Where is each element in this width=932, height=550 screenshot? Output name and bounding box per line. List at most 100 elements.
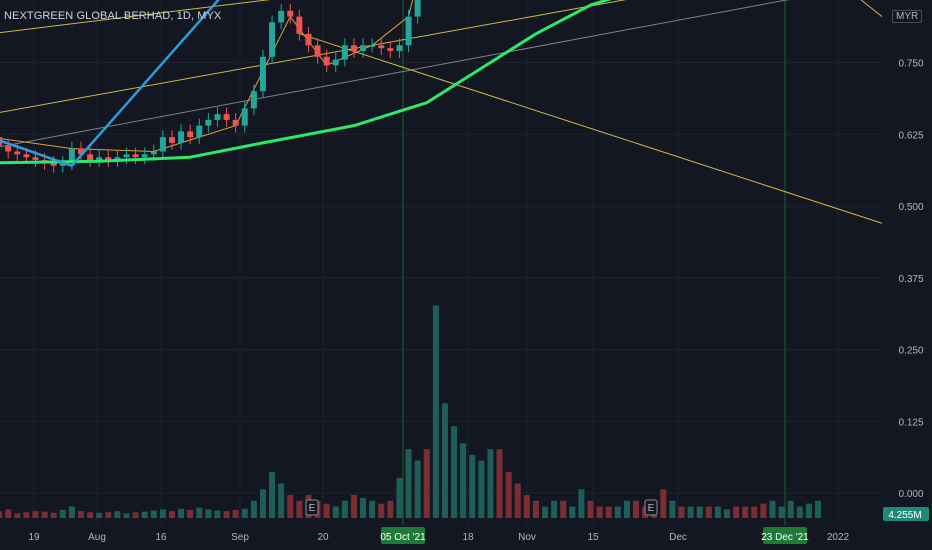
candle <box>141 147 148 165</box>
volume-bar <box>332 506 339 518</box>
highlight-date-badge <box>763 527 807 544</box>
price-axis[interactable]: 0.0000.1250.2500.3750.5000.6250.7500.875… <box>882 0 932 550</box>
volume-bar <box>460 443 467 518</box>
volume-bar <box>5 509 12 518</box>
candle <box>314 38 321 64</box>
candle <box>77 141 84 162</box>
price-tick-label: 0.625 <box>898 130 923 141</box>
candle <box>223 107 230 127</box>
time-tick-label: 2022 <box>827 532 850 543</box>
volume-bar <box>105 512 112 518</box>
time-tick-label: 23 Dec '21 <box>761 532 809 543</box>
volume-bar <box>605 506 612 518</box>
price-tick-label: 0.250 <box>898 346 923 357</box>
trend-line <box>0 0 627 113</box>
volume-bar <box>341 500 348 518</box>
volume-bar <box>250 500 257 518</box>
volume-bar <box>23 512 30 518</box>
volume-bar <box>805 503 812 518</box>
chart-grid <box>0 0 882 525</box>
candle <box>241 101 248 133</box>
candle <box>369 38 376 53</box>
chart-title: NEXTGREEN GLOBAL BERHAD, 1D, MYX <box>4 10 222 22</box>
volume-bar <box>87 512 94 518</box>
volume-bar <box>451 426 458 518</box>
volume-bar <box>778 506 785 518</box>
candle <box>59 156 66 173</box>
volume-bar <box>542 506 549 518</box>
candle <box>159 130 166 159</box>
candle <box>405 9 412 53</box>
earnings-marker: E <box>644 499 658 516</box>
candle <box>187 124 194 145</box>
volume-bar <box>769 500 776 518</box>
volume-bar <box>196 507 203 518</box>
candle <box>278 3 285 30</box>
candle <box>168 130 175 150</box>
candle <box>332 52 339 73</box>
time-axis[interactable]: 19 Aug 16 Sep 20 05 Oct '21 18 Nov 15 Dec 23 Dec '… <box>0 526 882 550</box>
trend-line <box>0 0 271 34</box>
candle <box>305 26 312 53</box>
volume-bar <box>0 511 3 518</box>
volume-bar <box>569 506 576 518</box>
time-tick-label: Sep <box>231 532 249 543</box>
time-tick-label: 20 <box>317 532 329 543</box>
time-tick-label: 15 <box>587 532 599 543</box>
time-tick-label: 16 <box>155 532 167 543</box>
candle <box>5 138 12 159</box>
volume-bar <box>68 506 75 518</box>
volume-bar <box>705 506 712 518</box>
svg-text:4.255M: 4.255M <box>888 510 921 521</box>
volume-bar <box>660 489 667 518</box>
volume-bar <box>378 503 385 518</box>
candle <box>378 38 385 56</box>
volume-bar <box>478 460 485 518</box>
volume-bar <box>760 503 767 518</box>
volume-bar <box>505 472 512 518</box>
volume-bar <box>287 495 294 518</box>
currency-badge[interactable]: MYR <box>892 10 923 23</box>
candle <box>196 118 203 145</box>
candle <box>360 38 367 58</box>
volume-bar <box>269 472 276 518</box>
volume-bar <box>132 512 139 518</box>
volume-bar <box>396 477 403 518</box>
svg-text:E: E <box>309 503 316 514</box>
volume-bar <box>678 506 685 518</box>
volume-bar <box>623 500 630 518</box>
highlight-date-badge <box>381 527 425 544</box>
candle <box>323 49 330 73</box>
candle <box>178 124 185 150</box>
candle <box>287 3 294 24</box>
volume-bar <box>214 510 221 518</box>
volume-bar <box>669 500 676 518</box>
volume-bar <box>596 506 603 518</box>
price-tick-label: 0.000 <box>898 489 923 500</box>
price-tick-label: 0.750 <box>898 59 923 70</box>
candle <box>87 147 94 167</box>
volume-bar <box>532 500 539 518</box>
time-tick-label: Aug <box>88 532 106 543</box>
candle <box>296 9 303 41</box>
volume-bar <box>369 500 376 518</box>
volume-bar <box>496 449 503 518</box>
volume-bar <box>41 511 48 518</box>
volume-bar <box>241 508 248 518</box>
volume-bar <box>751 506 758 518</box>
volume-bar <box>387 500 394 518</box>
volume-bar <box>32 511 39 518</box>
volume-bar <box>487 449 494 518</box>
time-tick-label: Dec <box>669 532 687 543</box>
indicator-overlays: HH <box>0 0 612 168</box>
candle <box>259 49 266 99</box>
volume-bar <box>796 506 803 518</box>
earnings-marker: E <box>305 499 319 516</box>
volume-bar <box>168 511 175 518</box>
time-axis-bg <box>0 526 882 550</box>
volume-bar <box>696 506 703 518</box>
volume-bar <box>614 506 621 518</box>
volume-bar <box>551 500 558 518</box>
